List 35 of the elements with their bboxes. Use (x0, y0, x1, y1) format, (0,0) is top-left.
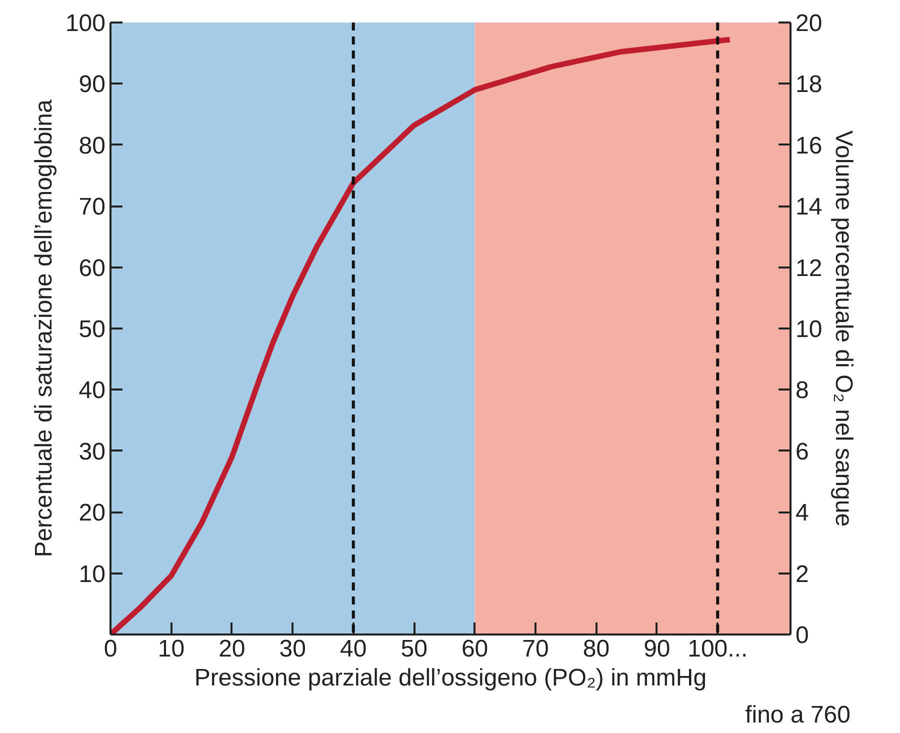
x-tick-label: 40 (340, 636, 367, 662)
y2-tick-label: 10 (796, 316, 822, 343)
y2-tick-label: 2 (796, 560, 809, 588)
x-tick-label: 0 (104, 636, 118, 662)
y2-tick-label: 20 (796, 10, 822, 37)
y-tick-label: 100 (65, 10, 106, 37)
y-tick-label: 50 (78, 316, 106, 343)
y2-tick-label: 6 (796, 438, 809, 466)
x-tick-label: 90 (644, 636, 670, 662)
x-tick-label: 50 (400, 636, 428, 662)
y2-tick-label: 4 (796, 500, 809, 527)
y-tick-label: 60 (78, 254, 106, 282)
x-tick-label: 100... (688, 636, 748, 662)
y-tick-label: 20 (78, 500, 106, 527)
x-tick-label: 60 (461, 636, 488, 662)
y2-tick-label: 12 (796, 254, 822, 282)
y-tick-label: 70 (78, 194, 106, 221)
x-tick-label: 70 (522, 636, 549, 662)
x-tick-label: 30 (279, 636, 306, 662)
x-tick-label: 80 (582, 636, 610, 662)
text: fino a 760 (745, 702, 850, 728)
y-tick-label: 80 (78, 132, 106, 160)
x-tick-label: 10 (158, 636, 185, 662)
y-tick-label: 30 (78, 438, 106, 466)
y-tick-label: 10 (78, 560, 106, 588)
y2-tick-label: 14 (796, 194, 822, 221)
y-axis-title: Percentuale di saturazione dell’emoglobina (30, 99, 58, 558)
y-tick-label: 40 (78, 377, 106, 404)
y2-tick-label: 8 (796, 377, 809, 404)
y-tick-label: 90 (78, 71, 106, 98)
y2-tick-label: 16 (796, 132, 822, 160)
y2-tick-label: 18 (796, 71, 822, 98)
x-tick-label: 20 (218, 636, 246, 662)
y2-axis-title: Volume percentuale di O₂ nel sangue (830, 130, 858, 527)
x-axis-title: Pressione parziale dell’ossigeno (PO₂) in mmHg (194, 664, 707, 692)
